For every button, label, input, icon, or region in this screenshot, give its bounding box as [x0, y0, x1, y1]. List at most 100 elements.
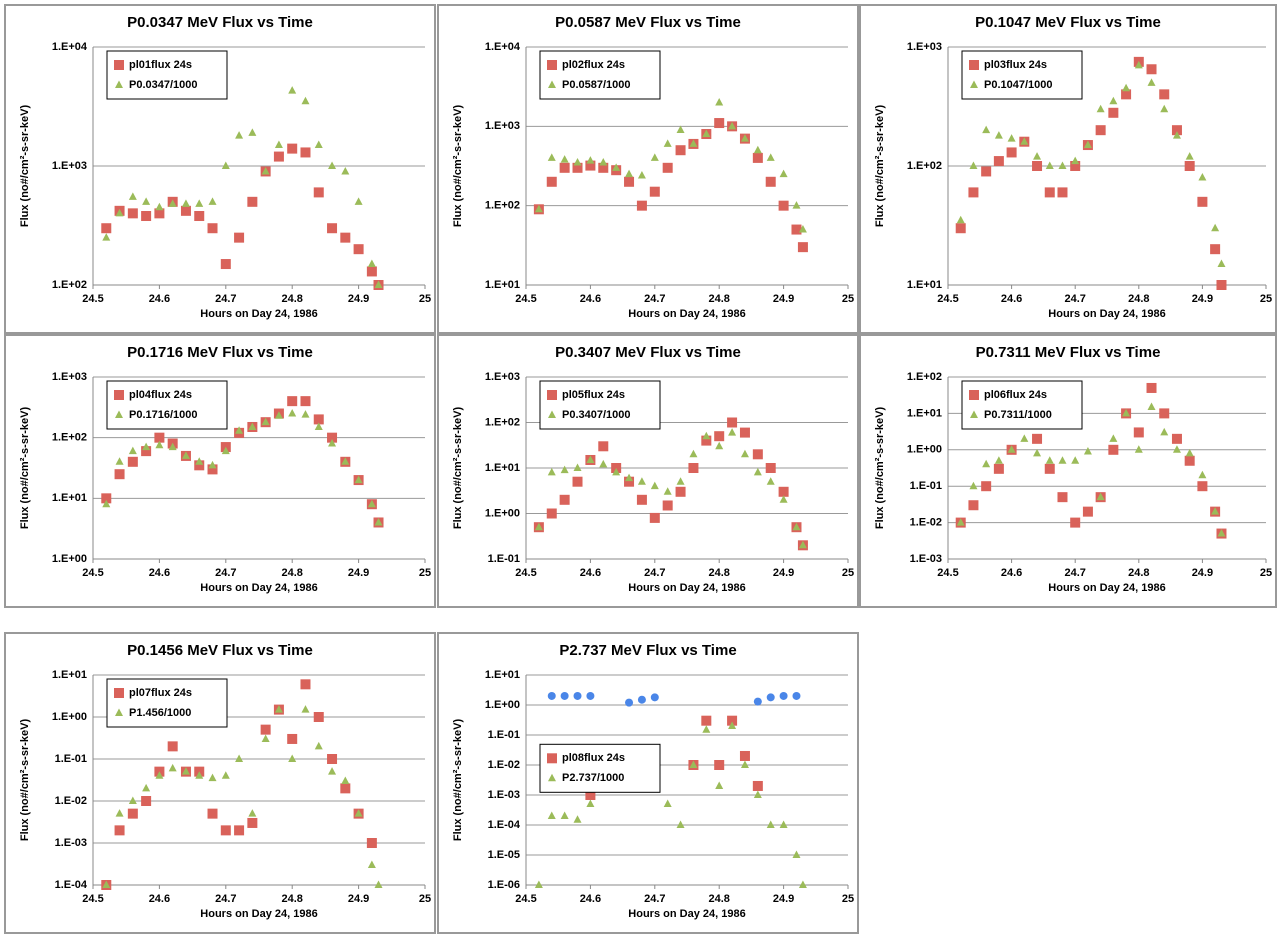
- y-tick-label: 1.E+01: [52, 492, 87, 504]
- data-point: [274, 140, 283, 149]
- data-point: [586, 156, 595, 164]
- data-point: [955, 223, 966, 234]
- data-point: [274, 411, 283, 419]
- data-point: [101, 493, 112, 504]
- data-point: [1082, 506, 1093, 517]
- data-point: [1160, 427, 1169, 436]
- data-point: [1083, 140, 1092, 149]
- legend-marker: [547, 390, 557, 400]
- x-tick-label: 25: [419, 293, 431, 305]
- data-point: [274, 705, 283, 713]
- data-point: [650, 693, 659, 702]
- data-point: [180, 205, 191, 216]
- y-tick-label: 1.E+01: [485, 279, 520, 291]
- panel-border: [437, 334, 859, 608]
- data-point: [982, 125, 991, 134]
- data-point: [778, 200, 789, 211]
- data-point: [168, 442, 177, 451]
- data-point: [663, 487, 672, 495]
- x-tick-label: 24.6: [1001, 293, 1022, 305]
- data-point: [374, 280, 383, 288]
- y-tick-label: 1.E+02: [52, 279, 87, 291]
- data-point: [791, 224, 802, 235]
- y-tick-label: 1.E+03: [52, 160, 87, 172]
- data-point: [340, 232, 351, 243]
- data-point: [982, 459, 991, 468]
- y-tick-label: 1.E+04: [52, 41, 88, 53]
- data-point: [752, 780, 763, 791]
- x-tick-label: 24.8: [708, 893, 729, 905]
- data-point: [1134, 445, 1143, 453]
- data-point: [598, 441, 609, 452]
- data-point: [798, 540, 807, 549]
- x-tick-label: 24.6: [149, 293, 170, 305]
- chart-panel: P0.1047 MeV Flux vs Time 1.E+01 1.E+02 1.E+…: [859, 4, 1277, 334]
- x-tick-label: 24.9: [348, 567, 369, 579]
- data-point: [636, 494, 647, 505]
- data-point: [689, 449, 698, 458]
- legend-label: P2.737/1000: [562, 772, 624, 784]
- x-tick-label: 25: [842, 893, 854, 905]
- data-point: [1198, 470, 1207, 479]
- data-point: [115, 809, 124, 817]
- data-point: [1109, 96, 1118, 105]
- chart-title: P0.3407 MeV Flux vs Time: [555, 344, 741, 361]
- data-point: [650, 481, 659, 490]
- y-tick-label: 1.E+04: [485, 41, 521, 53]
- data-point: [374, 880, 383, 888]
- data-point: [765, 463, 776, 473]
- chart-panel: P0.0587 MeV Flux vs Time 1.E+01 1.E+02 1.E+…: [437, 4, 859, 334]
- data-point: [181, 451, 190, 459]
- data-point: [637, 695, 646, 704]
- data-point: [547, 691, 556, 700]
- legend-label: P0.0347/1000: [129, 79, 198, 91]
- y-tick-label: 1.E-03: [488, 789, 520, 801]
- y-tick-label: 1.E-02: [55, 795, 87, 807]
- data-point: [248, 128, 257, 136]
- data-point: [127, 456, 138, 467]
- x-tick-label: 24.6: [149, 893, 170, 905]
- data-point: [154, 432, 165, 443]
- data-point: [702, 725, 711, 733]
- chart-title: P0.1456 MeV Flux vs Time: [127, 642, 313, 659]
- data-point: [208, 460, 217, 469]
- legend-marker: [115, 80, 123, 88]
- data-point: [367, 860, 376, 868]
- y-axis-title: Flux (no#/cm²-s-sr-keV): [452, 407, 464, 530]
- y-tick-label: 1.E+01: [907, 279, 942, 291]
- data-point: [546, 176, 557, 187]
- chart-title: P0.0347 MeV Flux vs Time: [127, 14, 313, 31]
- data-point: [288, 86, 297, 94]
- x-tick-label: 24.6: [580, 893, 601, 905]
- data-point: [1217, 529, 1226, 537]
- data-point: [1171, 125, 1182, 136]
- data-point: [637, 477, 646, 485]
- data-point: [766, 153, 775, 161]
- x-tick-label: 24.8: [281, 893, 302, 905]
- x-tick-label: 24.8: [1128, 293, 1149, 305]
- data-point: [559, 494, 570, 505]
- legend-box: [106, 678, 228, 728]
- legend-label: pl04flux 24s: [129, 389, 192, 401]
- data-point: [1121, 89, 1132, 100]
- data-point: [115, 457, 124, 465]
- y-tick-label: 1.E+03: [485, 371, 520, 383]
- x-tick-label: 24.9: [1192, 293, 1213, 305]
- legend-label: pl03flux 24s: [984, 59, 1047, 71]
- data-point: [676, 125, 685, 133]
- data-point: [194, 460, 205, 471]
- data-point: [142, 442, 151, 451]
- legend-marker: [548, 410, 556, 418]
- x-axis-title: Hours on Day 24, 1986: [628, 908, 745, 920]
- data-point: [142, 197, 151, 205]
- data-point: [1172, 131, 1181, 139]
- data-point: [766, 693, 775, 702]
- data-point: [714, 431, 725, 442]
- legend-box: [539, 743, 661, 793]
- data-point: [141, 211, 152, 222]
- data-point: [300, 396, 311, 407]
- data-point: [341, 166, 350, 175]
- data-point: [221, 771, 230, 779]
- x-tick-label: 24.8: [281, 293, 302, 305]
- data-point: [328, 161, 337, 169]
